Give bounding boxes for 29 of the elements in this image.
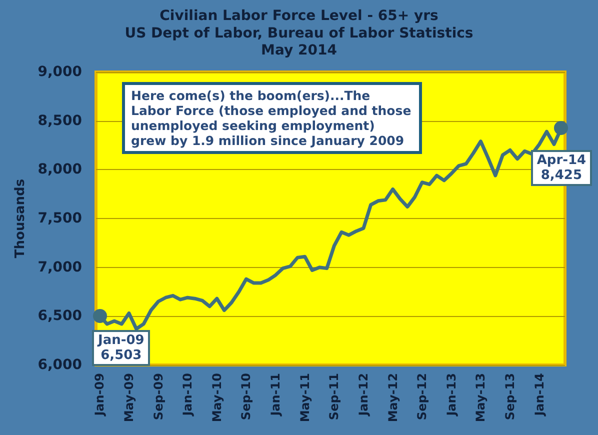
annotation: Apr-14 8,425 bbox=[530, 150, 592, 186]
y-tick-label: 6,500 bbox=[38, 308, 82, 324]
annotation: Jan-09 6,503 bbox=[92, 330, 150, 366]
x-tick-label: Jan-10 bbox=[180, 373, 195, 417]
y-tick-label: 9,000 bbox=[38, 64, 82, 80]
annotation: Here come(s) the boom(ers)...The Labor Force (those employed and those unemployed seeking employment) grew by 1.9 million since January 2009 bbox=[122, 82, 422, 154]
x-tick-label: Sep-11 bbox=[327, 373, 342, 420]
y-tick-label: 8,500 bbox=[38, 112, 82, 129]
y-tick-label: 7,500 bbox=[38, 210, 82, 226]
x-tick-label: Jan-14 bbox=[532, 373, 546, 417]
x-tick-label: May-12 bbox=[386, 373, 400, 422]
x-tick-label: Jan-12 bbox=[356, 373, 370, 417]
x-tick-label: May-13 bbox=[474, 373, 488, 422]
x-tick-label: Sep-13 bbox=[503, 373, 518, 420]
y-tick-label: 8,000 bbox=[38, 162, 82, 178]
chart-subtitle: US Dept of Labor, Bureau of Labor Statistics May 2014 bbox=[124, 26, 474, 58]
x-tick-label: Sep-10 bbox=[239, 373, 254, 420]
x-tick-label: Jan-09 bbox=[92, 373, 107, 417]
y-tick-label: 6,000 bbox=[38, 357, 82, 373]
x-tick-label: Jan-11 bbox=[268, 373, 283, 417]
x-tick-label: Jan-13 bbox=[444, 373, 458, 417]
x-tick-label: May-09 bbox=[122, 373, 136, 422]
x-tick-label: Sep-12 bbox=[415, 373, 430, 420]
y-axis-title: Thousands bbox=[12, 178, 28, 258]
x-tick-label: May-10 bbox=[210, 373, 224, 422]
x-tick-label: May-11 bbox=[298, 373, 312, 422]
x-tick-label: Sep-09 bbox=[151, 373, 166, 420]
chart-title: Civilian Labor Force Level - 65+ yrs bbox=[160, 8, 438, 24]
y-tick-label: 7,000 bbox=[38, 259, 82, 276]
